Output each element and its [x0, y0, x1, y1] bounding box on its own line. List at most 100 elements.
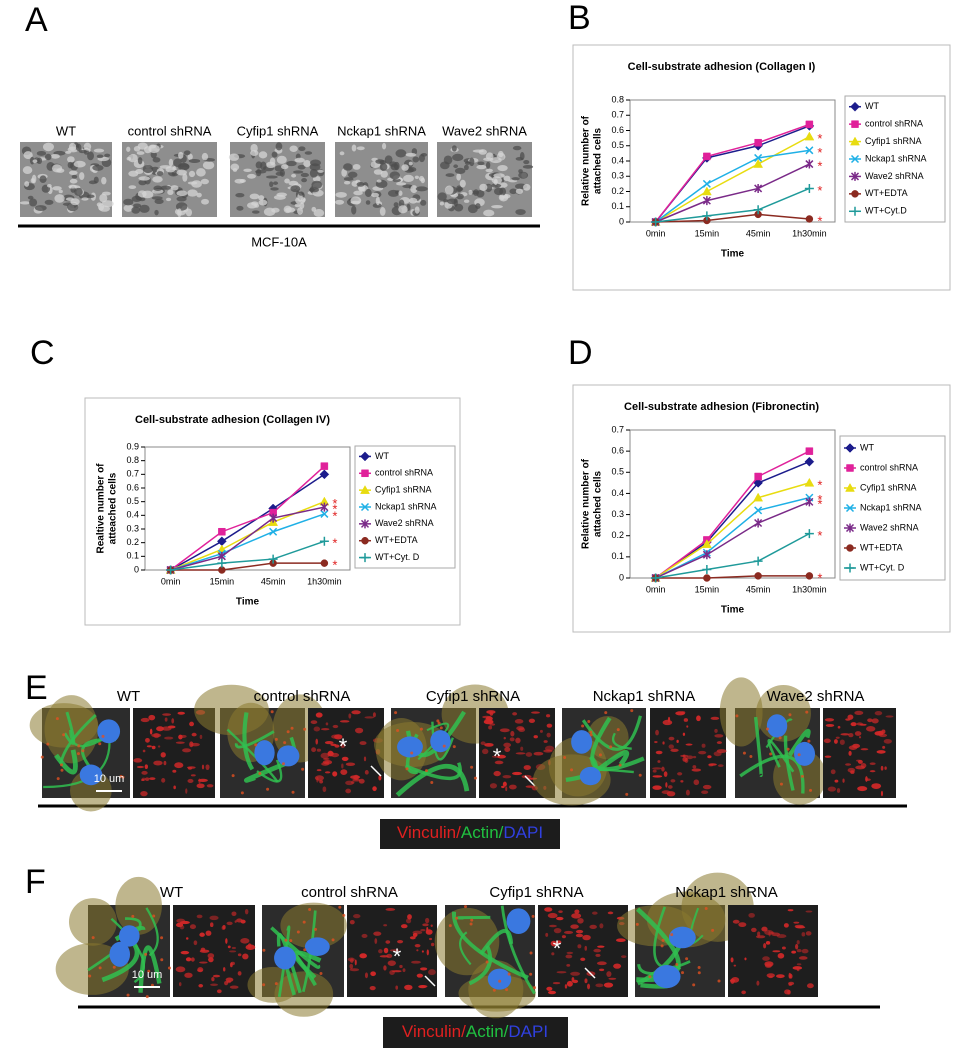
legend-label: control shRNA: [860, 462, 918, 472]
vinculin: [607, 911, 614, 915]
cell: [297, 207, 303, 215]
image-title: Wave2 shRNA: [767, 688, 865, 705]
arrow: [584, 967, 596, 979]
vinculin: [142, 749, 146, 753]
legend-label: WT+EDTA: [865, 188, 908, 198]
vinculin: [854, 710, 864, 715]
vinculin: [493, 770, 501, 777]
vinculin: [395, 985, 399, 990]
stain-legend: Vinculin/Actin/DAPI: [402, 1022, 548, 1041]
vinculin: [327, 750, 334, 757]
image-bg: [823, 708, 896, 798]
adhesion: [779, 782, 783, 786]
panel-label: A: [25, 1, 48, 39]
vinculin: [552, 981, 561, 985]
cell: [334, 199, 345, 205]
adhesion: [470, 765, 474, 769]
vinculin: [652, 775, 663, 778]
data-point: [754, 210, 762, 219]
vinculin: [840, 733, 850, 736]
vinculin: [762, 956, 770, 961]
vinculin: [354, 727, 364, 734]
adhesion: [144, 952, 148, 956]
vinculin: [738, 922, 747, 928]
vinculin: [499, 728, 510, 733]
panel-label: C: [30, 334, 55, 372]
significance: *: [817, 492, 822, 507]
vinculin: [533, 735, 538, 739]
cell: [131, 195, 142, 203]
vinculin: [341, 756, 349, 761]
vinculin: [801, 948, 809, 954]
micrograph: [434, 905, 537, 1019]
vinculin: [348, 713, 352, 719]
cell: [405, 152, 417, 157]
x-axis-label: Time: [721, 605, 745, 616]
cell: [291, 173, 297, 178]
vinculin: [151, 745, 156, 750]
data-point: [702, 179, 711, 188]
vinculin: [551, 952, 555, 956]
vinculin: [589, 924, 597, 929]
cell: [515, 209, 526, 215]
vinculin: [564, 984, 568, 989]
adhesion: [262, 948, 266, 952]
vinculin: [845, 718, 851, 721]
data-point: [702, 565, 712, 575]
cell: [54, 194, 65, 203]
data-point: [319, 469, 330, 480]
cell: [283, 205, 292, 214]
adhesion: [749, 754, 753, 758]
cell: [101, 191, 111, 196]
vinculin: [510, 730, 515, 737]
vinculin: [316, 776, 319, 783]
vinculin: [404, 984, 413, 990]
vinculin: [316, 769, 322, 772]
vinculin: [414, 943, 421, 948]
data-point: [754, 183, 763, 193]
legend-marker: [846, 464, 854, 472]
cell: [126, 146, 131, 152]
vinculin: [416, 949, 419, 952]
vinculin: [546, 986, 553, 991]
cell: [414, 206, 420, 214]
cell: [473, 189, 479, 196]
nucleus: [653, 965, 681, 989]
y-tick-label: 0.1: [611, 551, 624, 561]
adhesion: [274, 737, 278, 741]
vinculin: [502, 775, 512, 779]
data-point: [805, 572, 814, 580]
adhesion: [296, 930, 300, 934]
legend-marker: [360, 485, 370, 494]
adhesion: [570, 768, 574, 772]
cell: [276, 192, 288, 197]
cell: [79, 172, 85, 181]
x-tick-label: 45min: [746, 228, 771, 238]
cell: [420, 152, 428, 157]
y-tick-label: 0.2: [611, 530, 624, 540]
x-tick-label: 1h30min: [307, 576, 342, 586]
vinculin: [682, 732, 686, 736]
vinculin: [332, 724, 339, 729]
vinculin: [670, 748, 679, 753]
vinculin: [805, 910, 813, 913]
cell: [128, 170, 139, 177]
adhesion: [338, 905, 342, 909]
vinculin: [315, 738, 319, 745]
cell: [343, 180, 351, 185]
vinculin: [178, 982, 182, 987]
vinculin: [200, 947, 206, 952]
x-tick-label: 0min: [646, 584, 666, 594]
vinculin: [550, 940, 557, 947]
cell: [263, 207, 276, 216]
cell: [420, 199, 427, 206]
vinculin: [751, 927, 757, 933]
vinculin: [144, 764, 148, 769]
vinculin: [480, 741, 486, 745]
significance: *: [817, 570, 822, 585]
vinculin: [364, 770, 369, 775]
stain: DAPI: [503, 823, 543, 842]
vinculin: [172, 769, 177, 773]
vinculin: [516, 726, 525, 731]
legend-label: Cyfip1 shRNA: [865, 136, 922, 146]
